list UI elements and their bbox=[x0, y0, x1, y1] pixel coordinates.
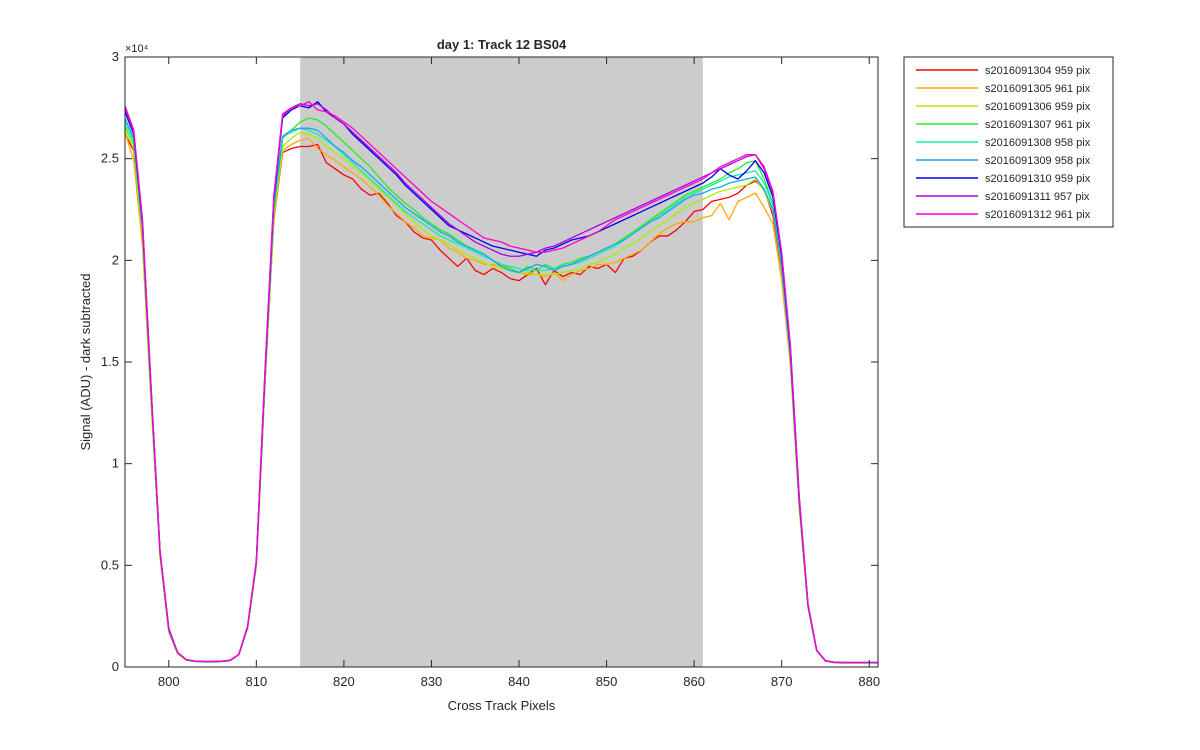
x-tick-label: 870 bbox=[771, 674, 793, 689]
y-tick-label: 0 bbox=[112, 659, 119, 674]
y-tick-label: 1 bbox=[112, 456, 119, 471]
y-axis-label: Signal (ADU) - dark subtracted bbox=[78, 273, 93, 450]
x-tick-label: 840 bbox=[508, 674, 530, 689]
x-tick-label: 860 bbox=[683, 674, 705, 689]
x-tick-label: 800 bbox=[158, 674, 180, 689]
x-tick-label: 880 bbox=[858, 674, 880, 689]
legend-entry-label: s2016091304 959 pix bbox=[985, 65, 1091, 77]
series-lines bbox=[124, 101, 878, 664]
y-axis-exponent: ×10⁴ bbox=[125, 43, 149, 55]
plot-area: 800 810 820 830 840 850 860 870 880 0 0.5 1 1.5 2 2.5 3 bbox=[101, 49, 880, 689]
x-tick-label: 830 bbox=[421, 674, 443, 689]
legend-entry-label: s2016091312 961 pix bbox=[985, 209, 1091, 221]
y-tick-label: 2.5 bbox=[101, 151, 119, 166]
y-tick-label: 0.5 bbox=[101, 557, 119, 572]
legend-entry-label: s2016091310 959 pix bbox=[985, 173, 1091, 185]
x-tick-label: 810 bbox=[245, 674, 267, 689]
legend-entry-label: s2016091309 958 pix bbox=[985, 155, 1091, 167]
legend-entry-label: s2016091307 961 pix bbox=[985, 119, 1091, 131]
axis-ticks: 800 810 820 830 840 850 860 870 880 0 0.5 1 1.5 2 2.5 3 bbox=[101, 49, 880, 689]
legend-entry-label: s2016091306 959 pix bbox=[985, 101, 1091, 113]
legend-entry-label: s2016091305 961 pix bbox=[985, 83, 1091, 95]
x-tick-label: 850 bbox=[596, 674, 618, 689]
chart-title: day 1: Track 12 BS04 bbox=[437, 37, 567, 52]
y-tick-label: 3 bbox=[112, 49, 119, 64]
series-line-9 bbox=[124, 101, 878, 664]
legend-entry-label: s2016091311 957 pix bbox=[985, 191, 1090, 203]
legend: s2016091304 959 pix s2016091305 961 pix s2… bbox=[903, 56, 1114, 228]
y-tick-label: 2 bbox=[112, 252, 119, 267]
legend-entry-label: s2016091308 958 pix bbox=[985, 137, 1091, 149]
shaded-region bbox=[300, 57, 703, 667]
y-tick-label: 1.5 bbox=[101, 354, 119, 369]
x-tick-label: 820 bbox=[333, 674, 355, 689]
x-axis-label: Cross Track Pixels bbox=[448, 698, 556, 713]
